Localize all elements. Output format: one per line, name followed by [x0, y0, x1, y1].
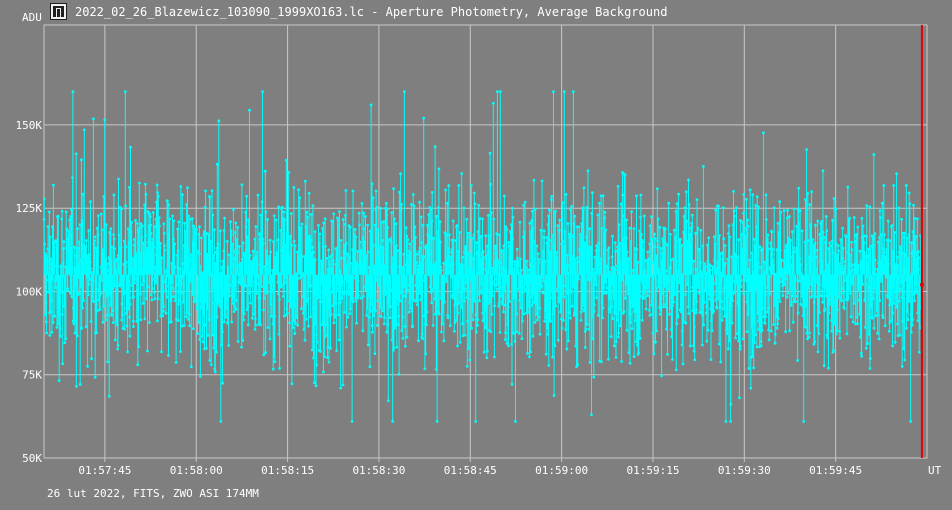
x-tick-label: 01:59:15	[626, 464, 679, 477]
chart-axes: 50K 75K 100K 125K 150K 01:57:45 01:58:00 01:58:…	[16, 119, 942, 477]
window-title: 2022_02_26_Blazewicz_103090_1999XO163.lc…	[75, 5, 668, 19]
x-tick-label: 01:57:45	[78, 464, 131, 477]
y-tick-label: 50K	[22, 452, 42, 465]
window-titlebar: 2022_02_26_Blazewicz_103090_1999XO163.lc…	[0, 0, 952, 24]
y-tick-label: 75K	[22, 369, 42, 382]
x-tick-label: 01:58:15	[261, 464, 314, 477]
series-drop-lines	[43, 91, 922, 422]
chart-cursor	[919, 25, 924, 458]
y-tick-label: 125K	[16, 202, 43, 215]
x-tick-label: 01:59:00	[535, 464, 588, 477]
x-tick-label: 01:58:30	[352, 464, 405, 477]
chart-series-background	[42, 90, 923, 423]
y-tick-label: 100K	[16, 285, 43, 298]
y-axis-unit-label: ADU	[22, 11, 42, 24]
observation-info: 26 lut 2022, FITS, ZWO ASI 174MM	[47, 487, 259, 500]
y-tick-label: 150K	[16, 119, 43, 132]
x-tick-label: 01:59:45	[809, 464, 862, 477]
x-axis-unit-label: UT	[928, 464, 942, 477]
time-cursor-marker	[919, 282, 924, 287]
x-tick-label: 01:59:30	[718, 464, 771, 477]
x-tick-label: 01:58:00	[170, 464, 223, 477]
x-tick-label: 01:58:45	[444, 464, 497, 477]
light-curve-app-icon[interactable]	[50, 3, 67, 20]
